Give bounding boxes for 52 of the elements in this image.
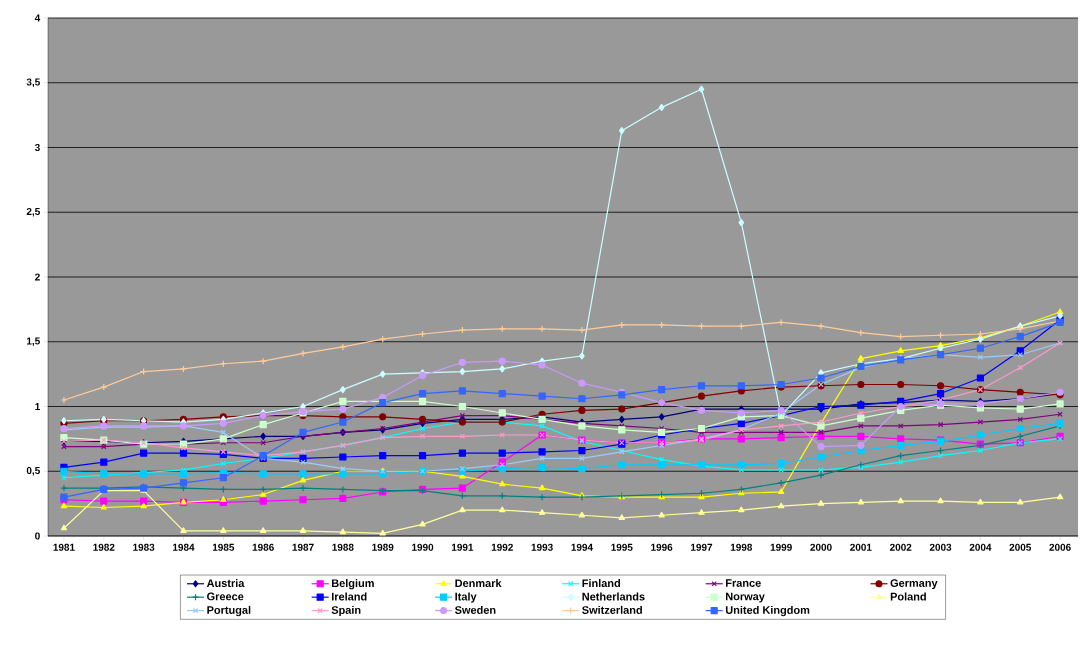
legend-label: Germany [890,579,938,590]
y-tick-label: 1 [35,403,40,410]
x-tick-label: 1983 [133,543,155,551]
x-tick-label: 2003 [929,543,952,551]
legend-label: France [726,579,761,587]
y-tick-label: 0 [35,532,40,540]
legend-label: Greece [207,592,244,601]
x-tick-label: 1987 [292,543,314,551]
x-tick-label: 2001 [850,543,872,551]
x-tick-label: 1994 [571,543,593,551]
x-tick-label: 1989 [372,543,394,551]
x-tick-label: 1982 [93,543,115,551]
x-tick-label: 1991 [451,543,474,551]
legend-label: Portugal [207,605,251,617]
x-tick-label: 1985 [212,543,235,551]
y-tick-label: 1,5 [27,337,40,346]
x-tick-label: 1986 [252,543,274,551]
x-tick-label: 1998 [730,543,753,551]
x-tick-label: 2006 [1049,543,1071,551]
x-tick-label: 2005 [1009,543,1032,551]
legend-label: Switzerland [582,605,642,614]
x-tick-label: 2002 [889,543,912,551]
x-tick-label: 1996 [651,543,673,551]
x-tick-label: 1997 [691,543,713,551]
x-tick-label: 1999 [770,543,792,551]
x-tick-label: 1990 [412,543,434,551]
x-tick-label: 1992 [491,543,513,551]
y-tick-label: 4 [34,14,41,22]
x-tick-label: 1993 [531,543,553,551]
legend-label: Belgium [331,579,374,590]
y-tick-label: 0,5 [26,467,40,476]
x-tick-label: 1981 [53,543,75,551]
x-tick-label: 2000 [810,543,832,551]
y-tick-label: 2,5 [26,208,40,217]
x-tick-label: 1995 [611,543,633,551]
legend-label: Sweden [454,605,496,614]
legend-label: Netherlands [582,592,645,601]
x-tick-label: 1988 [332,543,354,551]
x-tick-label: 1984 [173,543,195,551]
legend-label: Poland [890,592,926,601]
x-tick-label: 2004 [969,543,992,551]
legend-label: Norway [726,592,765,603]
legend-label: United Kingdom [725,605,810,617]
legend-label: Italy [455,592,477,603]
legend-label: Ireland [331,592,367,601]
legend-label: Spain [331,605,361,617]
y-tick-label: 3,5 [26,78,40,87]
legend-label: Finland [582,579,620,588]
legend-label: Austria [206,579,245,588]
y-tick-label: 2 [35,273,40,281]
y-tick-label: 3 [34,143,40,152]
legend-label: Denmark [455,579,502,588]
